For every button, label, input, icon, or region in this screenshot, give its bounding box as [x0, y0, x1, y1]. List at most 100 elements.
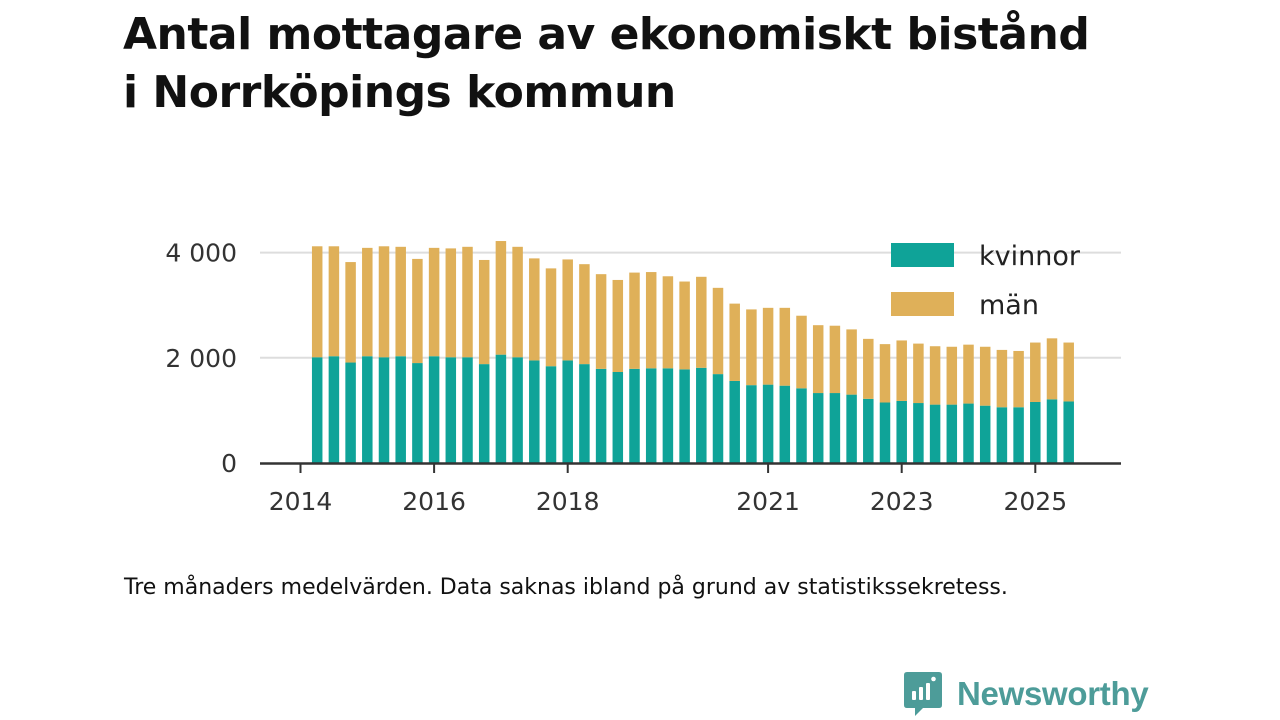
bar-man [762, 307, 774, 385]
chart-footnote: Tre månaders medelvärden. Data saknas ib… [124, 575, 1008, 600]
bar-man [495, 241, 507, 355]
x-tick-label: 2014 [269, 487, 333, 516]
bar-kvinnor [395, 356, 406, 463]
axes: 0 2 000 4 000 2014 2016 2018 2021 2023 2025 [165, 239, 1121, 516]
bar-kvinnor [913, 403, 924, 463]
bar-man [796, 315, 807, 389]
bar-man [562, 259, 573, 361]
x-tick-label: 2021 [736, 487, 800, 516]
bar-kvinnor [462, 357, 473, 463]
bar-man [428, 247, 440, 357]
bar-man [1063, 342, 1074, 402]
bar-man [1030, 342, 1041, 402]
bar-kvinnor [512, 357, 523, 463]
bar-kvinnor [779, 385, 791, 463]
bar-man [612, 279, 624, 373]
bar-man [979, 346, 991, 406]
bar-kvinnor [996, 407, 1008, 463]
bar-man [712, 287, 724, 375]
bar-man [679, 281, 690, 370]
bar-kvinnor [595, 368, 607, 463]
chart-title: Antal mottagare av ekonomiskt bistånd i … [123, 6, 1183, 122]
bar-man [445, 248, 457, 358]
bar-man [946, 346, 958, 405]
bar-kvinnor [345, 362, 356, 463]
bar-kvinnor [629, 368, 640, 463]
newsworthy-logo-icon [904, 672, 942, 716]
bar-kvinnor [812, 393, 824, 463]
bar-kvinnor [645, 368, 657, 463]
bar-man [595, 274, 607, 369]
legend-label-kvinnor: kvinnor [979, 241, 1081, 272]
bar-kvinnor [662, 368, 674, 463]
bar-man [328, 246, 340, 357]
bar-kvinnor [362, 356, 373, 463]
x-tick-label: 2023 [870, 487, 934, 516]
bar-kvinnor [328, 356, 340, 463]
bar-kvinnor [545, 366, 557, 463]
bar-kvinnor [529, 360, 540, 463]
bar-kvinnor [1013, 407, 1024, 463]
bar-kvinnor [1030, 401, 1041, 463]
bar-kvinnor [712, 374, 724, 463]
bar-man [929, 346, 941, 405]
bar-man [1046, 338, 1058, 400]
bar-kvinnor [863, 398, 874, 463]
bar-kvinnor [829, 393, 841, 463]
bar-man [879, 344, 891, 403]
y-tick-label: 2 000 [165, 344, 237, 373]
bar-man [662, 276, 674, 369]
bar-kvinnor [946, 404, 958, 463]
y-tick-label: 4 000 [165, 239, 237, 268]
bar-kvinnor [979, 405, 991, 463]
bar-man [529, 258, 540, 361]
bar-kvinnor [929, 404, 941, 463]
x-tick-label: 2016 [402, 487, 466, 516]
bar-man [846, 329, 857, 395]
bar-man [462, 246, 473, 358]
bar-man [896, 340, 907, 401]
bar-man [311, 246, 323, 358]
bar-man [1013, 350, 1024, 408]
bar-kvinnor [445, 357, 457, 463]
bar-kvinnor [378, 357, 390, 463]
bar-man [378, 246, 390, 358]
bar-man [478, 259, 490, 365]
bar-man [779, 307, 791, 386]
bar-man [729, 303, 740, 381]
chart-title-line-2: i Norrköpings kommun [123, 67, 676, 118]
bar-man [812, 325, 824, 394]
bar-man [395, 246, 406, 357]
bar-kvinnor [1046, 399, 1058, 463]
bar-man [362, 247, 373, 357]
bar-series [311, 241, 1074, 463]
bar-kvinnor [846, 394, 857, 463]
brand-name: Newsworthy [957, 675, 1149, 712]
bar-kvinnor [679, 369, 690, 463]
legend: kvinnor män [891, 241, 1081, 321]
bar-man [412, 258, 423, 364]
bar-man [913, 343, 924, 404]
bar-kvinnor [896, 400, 907, 463]
bar-kvinnor [612, 372, 624, 463]
legend-label-man: män [979, 290, 1039, 321]
bar-kvinnor [796, 388, 807, 463]
legend-swatch-man [891, 292, 954, 316]
bar-kvinnor [879, 402, 891, 463]
bar-man [345, 262, 356, 363]
bar-man [512, 246, 523, 358]
bar-kvinnor [428, 356, 440, 463]
bar-kvinnor [746, 385, 757, 463]
brand-logo[interactable]: Newsworthy [903, 670, 1149, 718]
x-tick-label: 2018 [536, 487, 600, 516]
bar-man [963, 344, 974, 404]
bar-kvinnor [412, 363, 423, 463]
bar-man [579, 264, 590, 365]
bar-kvinnor [963, 403, 974, 463]
bar-kvinnor [579, 364, 590, 463]
bar-man [829, 325, 841, 394]
bar-kvinnor [311, 357, 323, 463]
bar-kvinnor [495, 354, 507, 463]
